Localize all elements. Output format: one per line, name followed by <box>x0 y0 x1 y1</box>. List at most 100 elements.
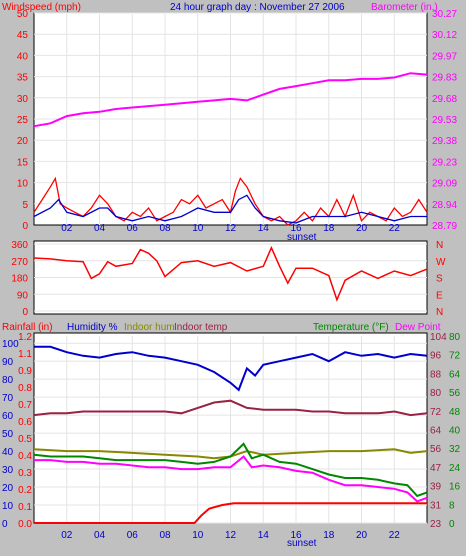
tick-x-top: 02 <box>61 223 73 234</box>
series-line-wind-direction <box>33 245 428 302</box>
tick-x-bottom: 20 <box>356 530 368 541</box>
tick-x-bottom: 04 <box>94 530 106 541</box>
tick-x-bottom: 12 <box>225 530 237 541</box>
series-line-wind-avg <box>33 194 427 224</box>
tick-left-direction: 360 <box>11 240 28 251</box>
tick-left-rainfall: 0.8 <box>18 383 32 394</box>
tick-left-windspeed: 40 <box>17 51 29 62</box>
tick-left-humidity: 100 <box>2 339 19 350</box>
legend-indoor-temp: Indoor temp <box>174 322 228 333</box>
tick-x-bottom: 22 <box>389 530 401 541</box>
tick-x-top: 22 <box>389 223 401 234</box>
sunset-marker-top: sunset <box>287 232 317 243</box>
series-line-barometer <box>33 72 428 128</box>
tick-left-rainfall: 0.2 <box>18 485 32 496</box>
series-line-temperature <box>33 442 428 498</box>
tick-left-rainfall: 0.3 <box>18 468 32 479</box>
tick-x-bottom: 10 <box>192 530 204 541</box>
tick-left-rainfall: 0.5 <box>18 434 32 445</box>
tick-right-compass: N <box>436 307 443 318</box>
tick-right-barometer: 30.12 <box>432 30 457 41</box>
tick-left-humidity: 50 <box>2 429 14 440</box>
tick-right-indoor-temp: 31 <box>430 500 442 511</box>
tick-right-temperature: 8 <box>449 500 455 511</box>
tick-right-indoor-temp: 39 <box>430 482 442 493</box>
tick-x-bottom: 06 <box>127 530 139 541</box>
tick-right-indoor-temp: 72 <box>430 407 442 418</box>
tick-right-temperature: 16 <box>449 482 461 493</box>
tick-x-bottom: 14 <box>258 530 270 541</box>
tick-left-direction: 270 <box>11 257 28 268</box>
tick-right-barometer: 30.27 <box>432 9 457 20</box>
tick-left-rainfall: 1.2 <box>18 332 32 343</box>
legend-humidity: Humidity % <box>67 322 118 333</box>
tick-right-barometer: 29.68 <box>432 94 457 105</box>
tick-left-windspeed: 30 <box>17 94 29 105</box>
tick-left-rainfall: 0.9 <box>18 366 32 377</box>
tick-left-windspeed: 25 <box>17 115 29 126</box>
legend-dew-point: Dew Point <box>395 322 441 333</box>
tick-right-temperature: 56 <box>449 388 461 399</box>
tick-x-top: 04 <box>94 223 106 234</box>
barometer-axis-label: Barometer (in.) <box>371 2 438 13</box>
tick-x-top: 20 <box>356 223 368 234</box>
series-line-dew-point <box>34 455 428 503</box>
tick-left-humidity: 90 <box>2 357 14 368</box>
tick-right-compass: E <box>436 290 443 301</box>
tick-right-compass: W <box>436 257 446 268</box>
tick-x-bottom: 16 <box>290 530 302 541</box>
tick-left-humidity: 70 <box>2 393 14 404</box>
tick-left-windspeed: 20 <box>17 136 29 147</box>
tick-left-rainfall: 0.6 <box>18 417 32 428</box>
tick-left-windspeed: 5 <box>22 200 28 211</box>
tick-right-temperature: 0 <box>449 519 455 530</box>
tick-right-indoor-temp: 104 <box>430 332 447 343</box>
series-line-indoor-hum <box>33 448 428 460</box>
tick-left-humidity: 40 <box>2 447 14 458</box>
sunset-marker-bottom: sunset <box>287 538 317 549</box>
tick-right-indoor-temp: 23 <box>430 519 442 530</box>
tick-left-windspeed: 45 <box>17 30 29 41</box>
tick-right-compass: S <box>436 274 443 285</box>
tick-left-windspeed: 35 <box>17 73 29 84</box>
series-line-rainfall <box>34 502 427 524</box>
tick-left-windspeed: 15 <box>17 157 29 168</box>
tick-right-barometer: 29.38 <box>432 136 457 147</box>
tick-left-rainfall: 0.1 <box>18 502 32 513</box>
windspeed-axis-label: Windspeed (mph) <box>2 2 81 13</box>
tick-x-top: 18 <box>323 223 335 234</box>
tick-x-top: 14 <box>258 223 270 234</box>
tick-left-windspeed: 10 <box>17 179 29 190</box>
tick-right-indoor-temp: 80 <box>430 388 442 399</box>
tick-x-top: 16 <box>290 223 302 234</box>
tick-x-top: 12 <box>225 223 237 234</box>
tick-left-humidity: 10 <box>2 501 14 512</box>
legend-temperature: Temperature (°F) <box>313 322 389 333</box>
tick-right-barometer: 28.94 <box>432 200 457 211</box>
tick-right-barometer: 29.83 <box>432 73 457 84</box>
legend-rainfall: Rainfall (in) <box>2 322 53 333</box>
tick-left-rainfall: 1.1 <box>18 349 32 360</box>
tick-left-windspeed: 50 <box>17 9 29 20</box>
tick-left-humidity: 60 <box>2 411 14 422</box>
tick-left-humidity: 30 <box>2 465 14 476</box>
tick-right-indoor-temp: 88 <box>430 369 442 380</box>
tick-x-top: 08 <box>159 223 171 234</box>
tick-x-bottom: 08 <box>159 530 171 541</box>
series-line-indoor-temp <box>33 399 428 417</box>
tick-left-rainfall: 0.7 <box>18 400 32 411</box>
tick-left-direction: 90 <box>17 290 29 301</box>
tick-left-humidity: 0 <box>2 519 8 530</box>
tick-right-indoor-temp: 47 <box>430 463 442 474</box>
tick-right-temperature: 24 <box>449 463 461 474</box>
legend-indoor-hum: Indoor hum <box>124 322 175 333</box>
tick-left-humidity: 80 <box>2 375 14 386</box>
tick-x-bottom: 18 <box>323 530 335 541</box>
tick-left-rainfall: 0.4 <box>18 451 32 462</box>
tick-right-indoor-temp: 56 <box>430 444 442 455</box>
tick-right-compass: N <box>436 240 443 251</box>
tick-right-indoor-temp: 96 <box>430 351 442 362</box>
tick-right-barometer: 29.09 <box>432 179 457 190</box>
tick-left-humidity: 20 <box>2 483 14 494</box>
